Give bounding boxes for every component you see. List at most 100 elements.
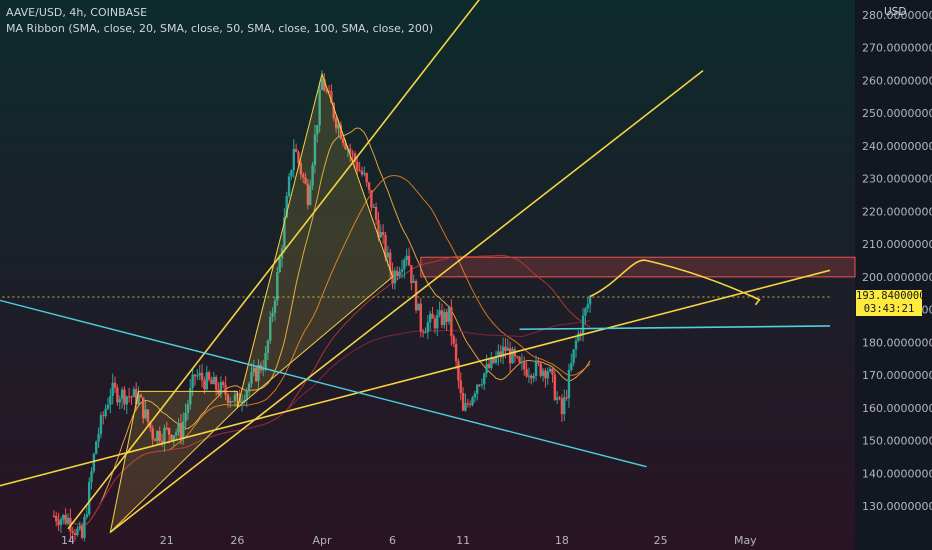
candle-body <box>135 389 138 405</box>
candle-body <box>334 118 338 129</box>
candle-body <box>226 394 230 403</box>
candle-body <box>358 170 361 172</box>
countdown-timer: 03:43:21 <box>863 303 915 315</box>
candle-body <box>146 409 150 423</box>
candle-body <box>539 363 542 376</box>
candle-body <box>490 357 493 368</box>
candle-body <box>57 521 60 526</box>
candle-body <box>323 79 326 91</box>
candle-body <box>62 514 65 520</box>
candle-body <box>299 163 303 175</box>
candle-body <box>367 182 371 190</box>
pattern-triangle-2 <box>236 72 394 410</box>
candle-body <box>344 143 347 150</box>
candle-body <box>447 307 451 322</box>
candle-body <box>245 390 248 400</box>
candle-body <box>473 393 477 398</box>
candle-body <box>292 148 295 171</box>
candle-body <box>250 372 253 384</box>
candle-body <box>179 423 183 439</box>
candle-body <box>412 281 415 283</box>
candle-body <box>506 348 509 351</box>
support-level <box>519 325 831 331</box>
candle-body <box>196 375 199 377</box>
plot-background <box>0 0 855 550</box>
projected-path <box>589 259 760 301</box>
candle-body <box>356 161 359 171</box>
candle-body <box>316 125 319 135</box>
symbol-label[interactable]: AAVE/USD, 4h, COINBASE <box>6 6 148 19</box>
currency-label[interactable]: USD <box>884 6 907 18</box>
x-tick-label: 14 <box>61 534 75 547</box>
candle-body <box>69 517 72 532</box>
y-tick-label: 210.00000000 <box>862 238 932 251</box>
y-tick-label: 170.00000000 <box>862 369 932 382</box>
candle-body <box>153 439 157 441</box>
candle-body <box>431 313 434 319</box>
candle-body <box>341 138 345 144</box>
candle-body <box>163 427 166 443</box>
candle-body <box>548 368 552 372</box>
candle-body <box>588 297 592 305</box>
candle-body <box>372 206 375 208</box>
candle-body <box>283 217 286 249</box>
candle-body <box>59 519 63 526</box>
x-tick-label: Apr <box>312 534 332 547</box>
candle-body <box>83 517 86 538</box>
candle-body <box>501 346 505 358</box>
candle-body <box>233 394 237 402</box>
candle-body <box>97 434 100 442</box>
candle-body <box>109 395 112 405</box>
x-tick-label: 25 <box>654 534 668 547</box>
candle-body <box>374 206 378 220</box>
candle-body <box>207 372 211 380</box>
candle-body <box>330 91 333 104</box>
candle-body <box>572 349 575 363</box>
candle-body <box>457 361 460 381</box>
candle-body <box>320 79 324 90</box>
candle-body <box>553 374 557 400</box>
candle-body <box>311 164 314 186</box>
candle-body <box>92 453 96 472</box>
candle-body <box>73 533 77 536</box>
candle-body <box>247 383 251 391</box>
candle-body <box>544 370 547 379</box>
candle-body <box>160 440 164 443</box>
candle-body <box>165 427 168 429</box>
candle-body <box>127 396 131 398</box>
candle-body <box>273 300 277 313</box>
candle-body <box>198 372 201 376</box>
candle-body <box>471 397 474 405</box>
candle-body <box>377 219 380 238</box>
candle-body <box>353 153 357 162</box>
candle-body <box>584 308 587 316</box>
resistance-zone-layer <box>420 256 856 278</box>
trendline-middle <box>109 70 704 533</box>
candle-body <box>210 379 213 385</box>
candle-body <box>158 431 161 441</box>
indicator-label[interactable]: MA Ribbon (SMA, close, 20, SMA, close, 5… <box>6 22 434 35</box>
candle-body <box>184 412 187 422</box>
candle-body <box>240 401 244 404</box>
candle-body <box>118 399 121 403</box>
candle-body <box>254 367 258 382</box>
candle-body <box>508 348 512 364</box>
candle-body <box>436 315 439 329</box>
candle-body <box>565 397 568 399</box>
candle-body <box>294 148 298 152</box>
candle-body <box>485 364 488 374</box>
candle-body <box>257 364 260 382</box>
candle-body <box>518 357 521 363</box>
candle-body <box>172 435 176 440</box>
candle-body <box>203 380 206 390</box>
candle-body <box>285 196 288 218</box>
candle-body <box>78 525 81 529</box>
y-tick-label: 200.00000000 <box>862 271 932 284</box>
candle-body <box>139 394 143 398</box>
candle-body <box>410 265 413 283</box>
candle-body <box>95 441 98 454</box>
candle-body <box>379 232 382 238</box>
candle-body <box>384 234 387 258</box>
